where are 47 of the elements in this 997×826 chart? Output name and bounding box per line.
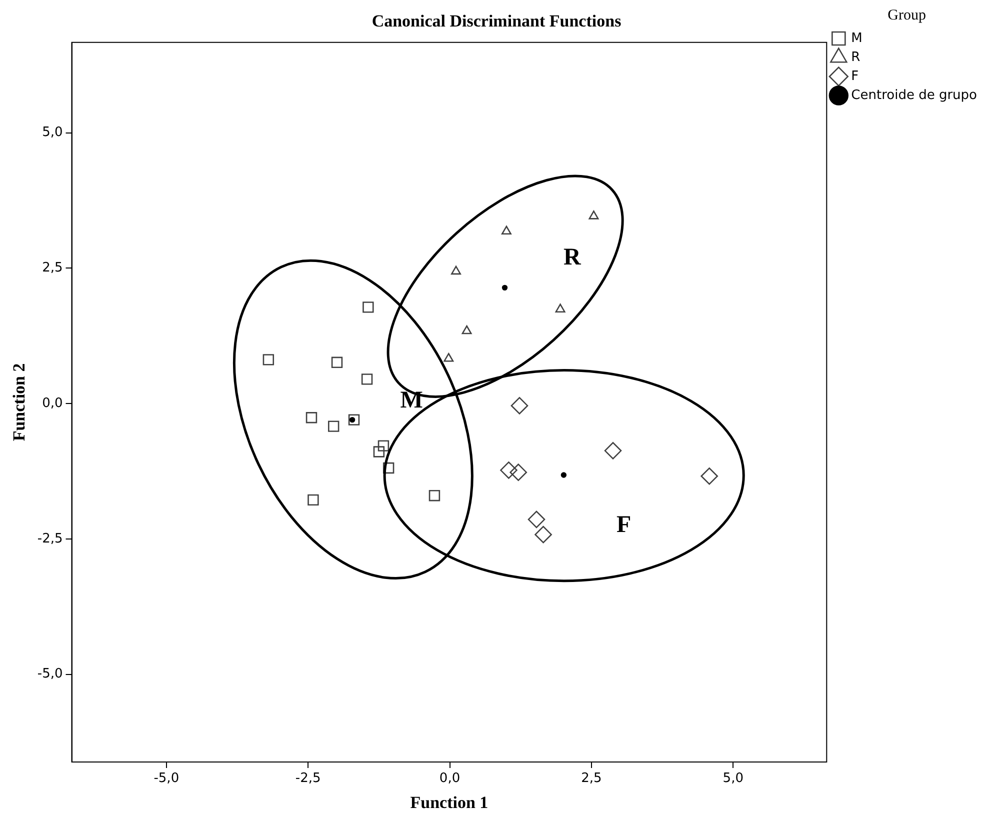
point: [534, 526, 552, 544]
x-tick-label: 0,0: [439, 771, 460, 786]
annotation: F: [616, 512, 632, 538]
chart-title: Canonical Discriminant Functions: [372, 12, 622, 31]
point: [428, 490, 440, 502]
point: [510, 397, 528, 414]
y-tick-label: 2,5: [42, 260, 63, 276]
point: [588, 210, 599, 220]
legend-label: Centroide de grupo: [851, 88, 978, 103]
x-tick-label: -5,0: [154, 771, 180, 786]
point: [444, 352, 454, 362]
point: [462, 325, 472, 334]
point: [555, 304, 566, 312]
point: [700, 467, 718, 485]
point: [331, 356, 343, 368]
y-tick-label: -2,5: [37, 531, 63, 546]
point: [501, 226, 512, 235]
point: [362, 302, 374, 313]
y-axis-title: Function 2: [10, 363, 29, 442]
point: [500, 462, 518, 479]
x-tick-label: 2,5: [581, 771, 602, 786]
point: [328, 420, 340, 432]
legend-title: Group: [888, 7, 926, 24]
point: [382, 462, 394, 474]
y-tick-label: 5,0: [42, 125, 63, 140]
legend-label: M: [851, 30, 862, 46]
legend-label: F: [851, 68, 859, 84]
legend-label: R: [851, 50, 860, 65]
point: [604, 442, 622, 460]
point: [451, 266, 461, 275]
point: [262, 354, 274, 366]
point: [306, 412, 318, 424]
point: [502, 284, 508, 291]
point: [510, 464, 528, 481]
y-tick-label: -5,0: [37, 666, 63, 682]
point: [348, 414, 360, 426]
x-axis-title: Function 1: [410, 793, 488, 812]
x-tick-label: -2,5: [295, 771, 321, 786]
x-tick-label: 5,0: [722, 771, 744, 786]
point: [378, 440, 390, 452]
point: [308, 494, 319, 506]
point: [361, 374, 373, 385]
point: [560, 472, 567, 478]
point: [528, 510, 546, 528]
y-tick-label: 0,0: [42, 396, 63, 411]
annotation: R: [563, 244, 582, 271]
point: [373, 446, 385, 458]
